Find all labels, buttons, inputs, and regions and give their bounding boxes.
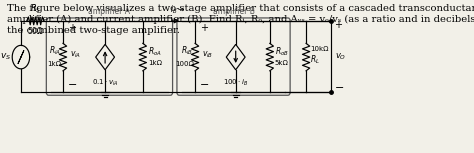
Text: +: + <box>68 23 76 33</box>
Text: $R_{oA}$: $R_{oA}$ <box>148 46 162 58</box>
Text: +: + <box>200 23 208 33</box>
Text: 100Ω: 100Ω <box>175 61 193 67</box>
Text: 1kΩ: 1kΩ <box>47 61 62 67</box>
Text: 5kΩ: 5kΩ <box>275 60 289 66</box>
Text: $v_S$: $v_S$ <box>0 52 11 62</box>
Text: $i_B \rightarrow$: $i_B \rightarrow$ <box>170 4 185 16</box>
Text: −: − <box>68 80 77 90</box>
Text: $100 \cdot i_B$: $100 \cdot i_B$ <box>223 78 248 88</box>
Text: $0.1 \cdot v_{iA}$: $0.1 \cdot v_{iA}$ <box>92 78 118 88</box>
Text: $v_{iB}$: $v_{iB}$ <box>201 50 213 60</box>
Text: amplifier A: amplifier A <box>89 7 130 16</box>
Text: 1kΩ: 1kΩ <box>148 60 162 66</box>
Text: The figure below visualizes a two-stage amplifier that consists of a cascaded tr: The figure below visualizes a two-stage … <box>7 4 474 13</box>
Text: $v_{iA}$: $v_{iA}$ <box>70 50 81 60</box>
Text: $v_O$: $v_O$ <box>335 52 346 62</box>
Text: amplifier (A) and current amplifier (B). Find Rᵢ, Rₒ, and Aᵥₛ = vₒ/vₛ (as a rati: amplifier (A) and current amplifier (B).… <box>7 15 474 24</box>
Text: +: + <box>334 20 342 30</box>
Text: $R_S$: $R_S$ <box>30 2 41 15</box>
Text: amplifier B: amplifier B <box>213 7 255 16</box>
Text: $R_{iA}$: $R_{iA}$ <box>49 45 62 58</box>
Text: 50Ω: 50Ω <box>27 27 43 36</box>
Text: the combined two-stage amplifier.: the combined two-stage amplifier. <box>7 26 180 35</box>
Text: −: − <box>200 80 210 90</box>
Text: 10kΩ: 10kΩ <box>310 46 329 52</box>
Text: $R_L$: $R_L$ <box>310 54 320 66</box>
Text: −: − <box>334 83 344 93</box>
Text: $R_{iB}$: $R_{iB}$ <box>182 45 193 58</box>
Text: $R_{oB}$: $R_{oB}$ <box>275 46 289 58</box>
